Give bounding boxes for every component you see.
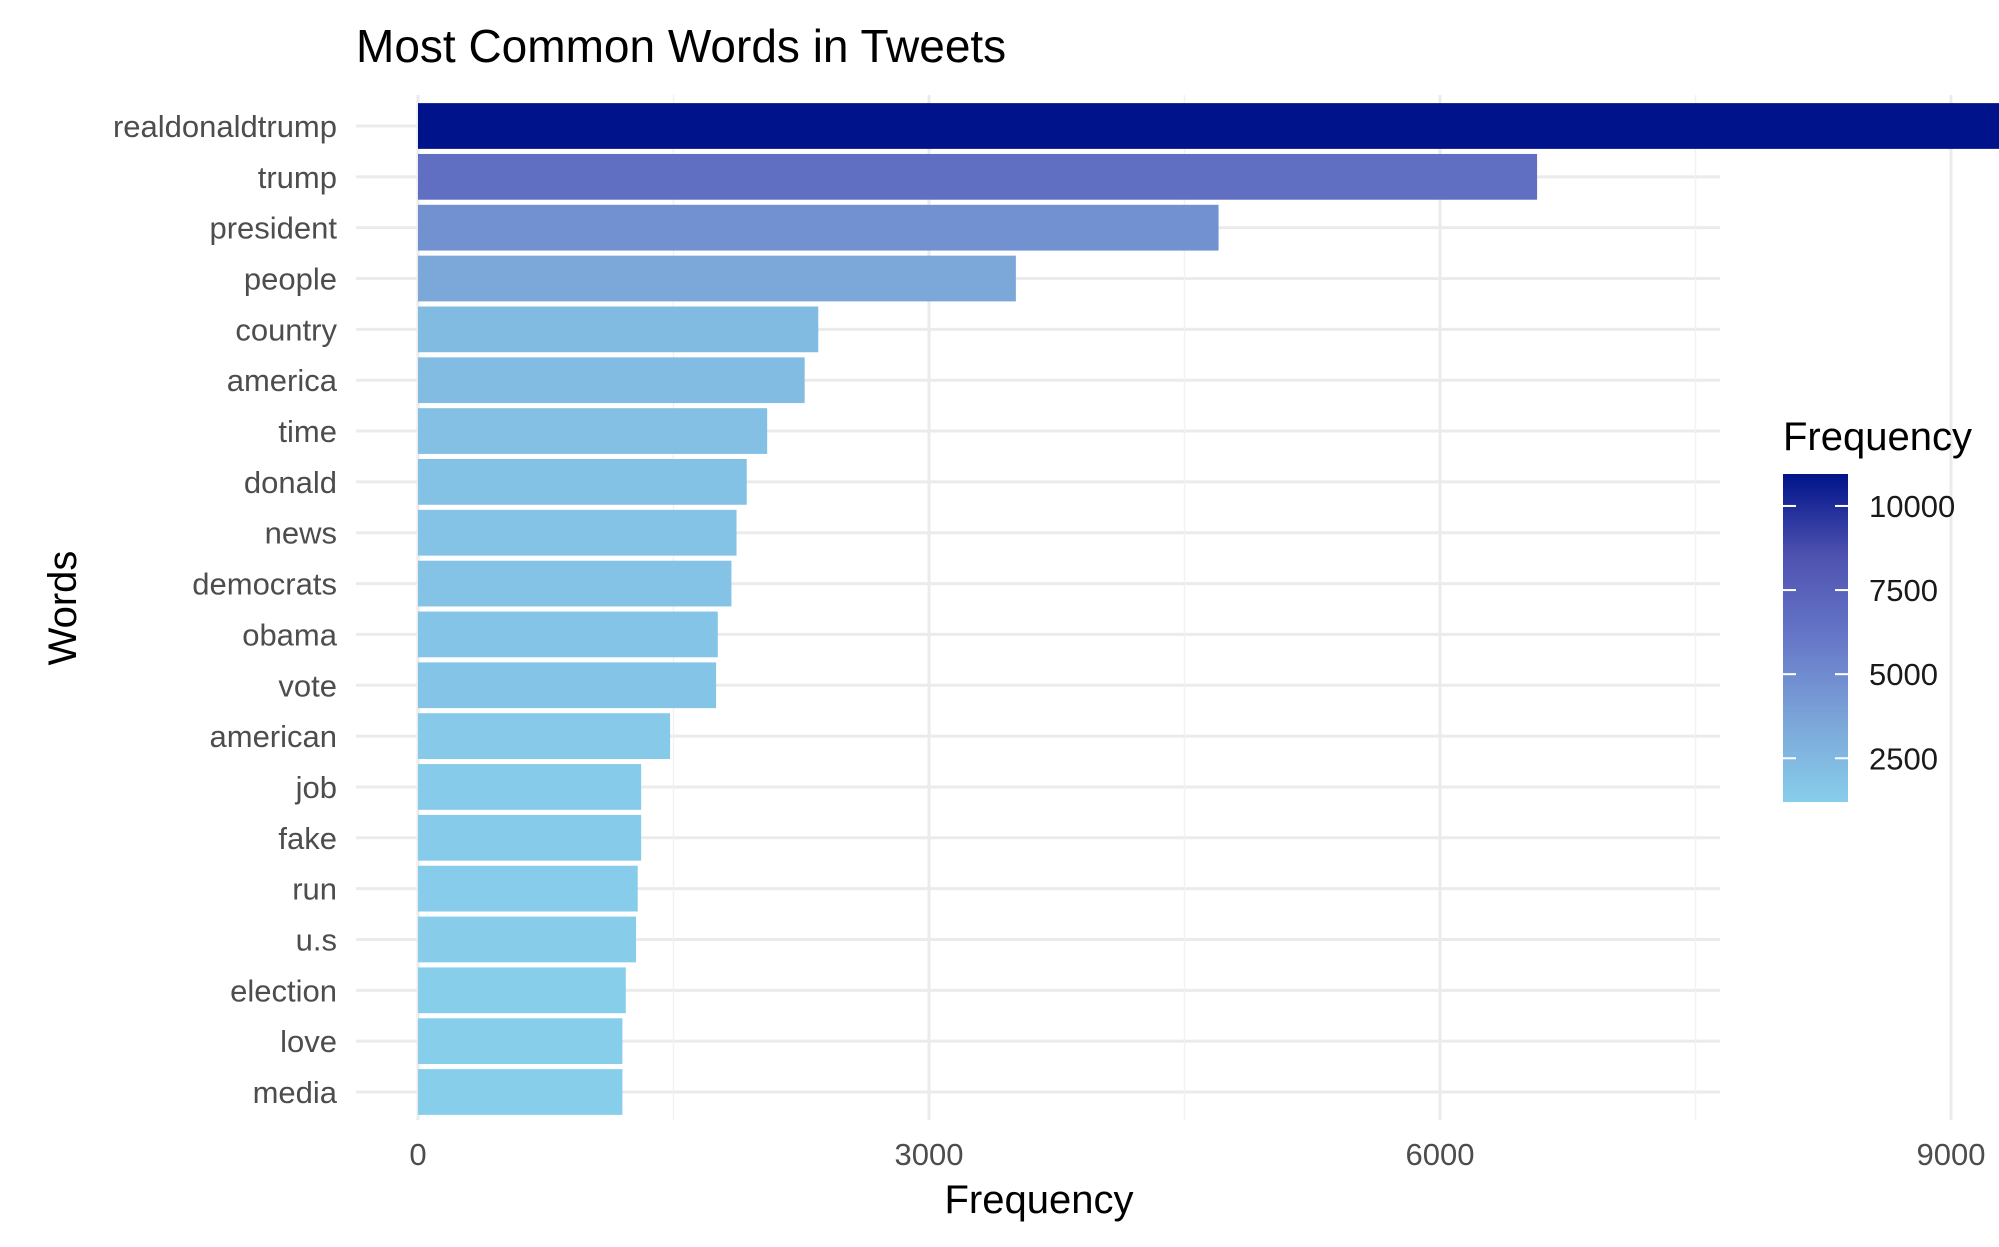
x-tick-label: 9000 (1917, 1137, 1986, 1172)
bar-media (418, 1069, 623, 1115)
x-tick-label: 6000 (1406, 1137, 1475, 1172)
bar-realdonaldtrump (418, 103, 1999, 149)
y-tick-label: country (235, 312, 337, 347)
bar-american (418, 713, 671, 759)
y-tick-label: realdonaldtrump (113, 109, 337, 144)
legend-tick-label: 5000 (1869, 657, 1938, 692)
bars (418, 103, 1999, 1115)
bar-obama (418, 611, 718, 658)
y-tick-label: democrats (192, 567, 337, 602)
y-tick-label: people (244, 262, 337, 297)
x-tick-label: 0 (409, 1137, 426, 1172)
legend-ticks: 2500 5000 7500 10000 (1783, 489, 1955, 776)
y-tick-label: media (253, 1075, 338, 1110)
y-tick-label: run (292, 872, 337, 907)
y-tick-label: love (280, 1024, 337, 1059)
bar-fake (418, 814, 642, 861)
y-tick-label: job (295, 770, 337, 805)
legend: Frequency 2500 5000 7500 10000 (1783, 415, 1972, 802)
y-tick-label: u.s (296, 922, 337, 957)
y-tick-label: election (230, 973, 337, 1008)
y-axis-title: Words (41, 551, 85, 666)
y-tick-label: fake (278, 821, 337, 856)
bar-time (418, 408, 768, 454)
y-tick-label: donald (244, 465, 337, 500)
legend-colorbar (1783, 474, 1848, 802)
bar-donald (418, 459, 747, 505)
bar-u-s (418, 916, 637, 963)
legend-title: Frequency (1783, 415, 1972, 459)
x-axis-title: Frequency (945, 1178, 1134, 1222)
legend-tick-label: 2500 (1869, 741, 1938, 776)
bar-run (418, 865, 638, 912)
bar-news (418, 509, 737, 556)
y-tick-label: american (210, 719, 338, 754)
y-tick-label: president (209, 211, 337, 246)
bar-trump (418, 153, 1538, 200)
bar-job (418, 764, 642, 810)
x-axis-tick-labels: 0 3000 6000 9000 (409, 1137, 1985, 1172)
x-tick-label: 3000 (895, 1137, 964, 1172)
chart-title: Most Common Words in Tweets (356, 20, 1006, 72)
bar-america (418, 357, 805, 404)
legend-tick-label: 10000 (1869, 489, 1955, 524)
y-tick-label: vote (278, 668, 337, 703)
y-tick-label: obama (242, 617, 338, 652)
y-tick-label: america (227, 363, 338, 398)
bar-president (418, 204, 1219, 251)
y-tick-label: trump (258, 160, 337, 195)
bar-country (418, 306, 819, 353)
bar-love (418, 1018, 623, 1065)
y-axis-tick-labels: realdonaldtrump trump president people count… (113, 109, 338, 1110)
bar-vote (418, 662, 717, 709)
bar-election (418, 967, 626, 1014)
y-tick-label: news (265, 516, 337, 551)
legend-tick-label: 7500 (1869, 573, 1938, 608)
bar-democrats (418, 560, 732, 607)
bar-people (418, 255, 1016, 302)
y-tick-label: time (278, 414, 337, 449)
